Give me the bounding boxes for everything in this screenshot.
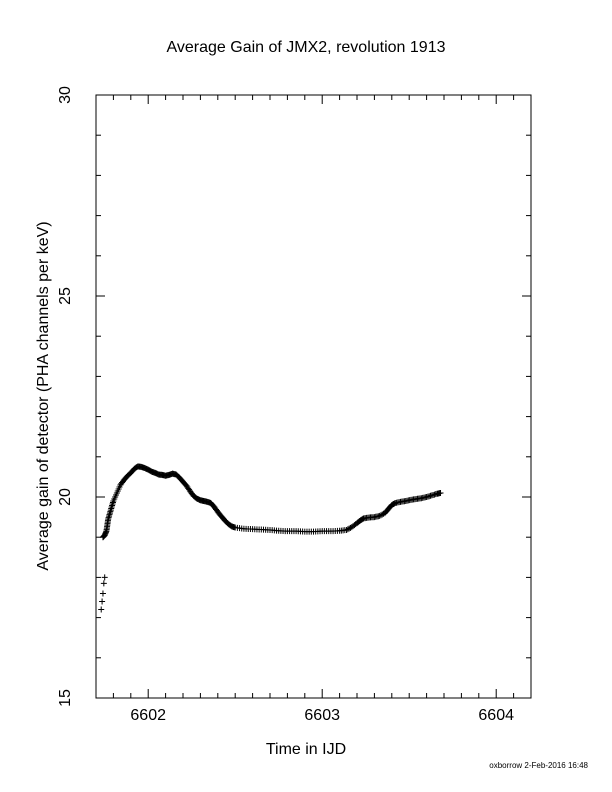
data-point-marker bbox=[99, 598, 106, 605]
data-point-marker bbox=[101, 574, 108, 581]
credit-stamp: oxborrow 2-Feb-2016 16:48 bbox=[489, 761, 588, 770]
data-point-marker bbox=[346, 525, 353, 532]
data-point-marker bbox=[99, 590, 106, 597]
data-point-marker bbox=[98, 606, 105, 613]
y-tick-label: 30 bbox=[57, 86, 74, 104]
data-point-marker bbox=[376, 512, 383, 519]
y-tick-label: 25 bbox=[57, 287, 74, 305]
data-point-marker bbox=[379, 511, 386, 518]
data-point-marker bbox=[344, 526, 351, 533]
x-tick-label: 6604 bbox=[478, 707, 514, 724]
data-point-marker bbox=[343, 526, 350, 533]
y-tick-label: 15 bbox=[57, 689, 74, 707]
data-point-marker bbox=[100, 580, 107, 587]
axis-ticks bbox=[96, 94, 531, 699]
x-tick-label: 6603 bbox=[304, 707, 340, 724]
y-tick-label: 20 bbox=[57, 488, 74, 506]
y-axis-label: Average gain of detector (PHA channels p… bbox=[35, 221, 52, 570]
plot-frame bbox=[95, 94, 532, 699]
chart-title: Average Gain of JMX2, revolution 1913 bbox=[167, 39, 446, 56]
x-axis-label: Time in IJD bbox=[266, 741, 346, 758]
data-point-marker bbox=[377, 512, 384, 519]
tick-labels: 15 20 25 30 6602 6603 6604 bbox=[57, 86, 514, 724]
data-points bbox=[98, 463, 444, 613]
data-point-marker bbox=[437, 489, 444, 496]
x-tick-label: 6602 bbox=[130, 707, 166, 724]
